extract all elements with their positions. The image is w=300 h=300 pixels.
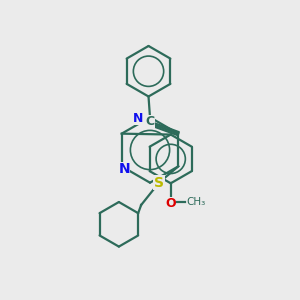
Text: N: N xyxy=(118,162,130,176)
Text: C: C xyxy=(145,116,154,128)
Text: N: N xyxy=(133,112,144,124)
Text: O: O xyxy=(165,197,176,210)
Text: CH₃: CH₃ xyxy=(187,197,206,207)
Text: S: S xyxy=(154,176,164,190)
